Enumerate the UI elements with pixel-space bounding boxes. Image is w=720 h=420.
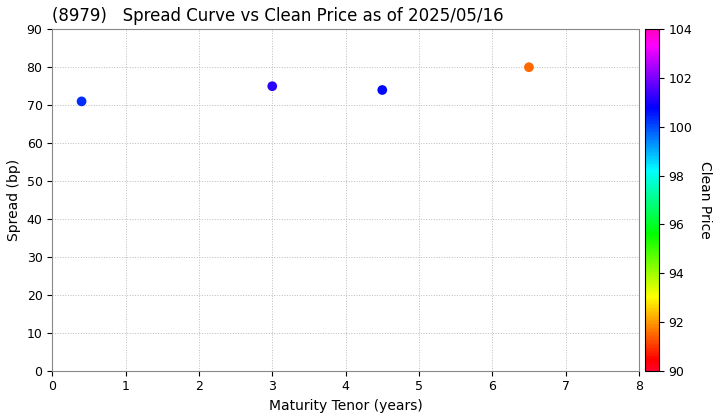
Y-axis label: Clean Price: Clean Price xyxy=(698,161,712,239)
Point xyxy=(266,83,278,89)
Point xyxy=(377,87,388,93)
Point xyxy=(76,98,87,105)
X-axis label: Maturity Tenor (years): Maturity Tenor (years) xyxy=(269,399,423,413)
Text: (8979)   Spread Curve vs Clean Price as of 2025/05/16: (8979) Spread Curve vs Clean Price as of… xyxy=(53,7,504,25)
Y-axis label: Spread (bp): Spread (bp) xyxy=(7,159,21,241)
Point xyxy=(523,64,535,71)
